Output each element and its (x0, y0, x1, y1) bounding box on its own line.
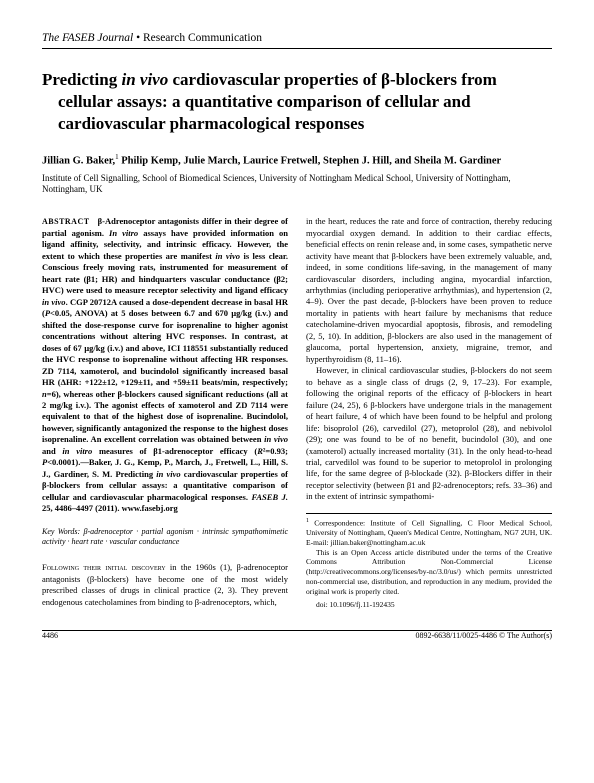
affiliation: Institute of Cell Signalling, School of … (42, 173, 552, 196)
body-p2: However, in clinical cardiovascular stud… (306, 365, 552, 503)
section-type: Research Communication (143, 32, 262, 44)
article-title: Predicting in vivo cardiovascular proper… (42, 69, 552, 135)
page-number: 4486 (42, 631, 58, 640)
keywords-label: Key Words: (42, 527, 80, 536)
issn-copyright: 0892-6638/11/0025-4486 © The Author(s) (415, 631, 552, 640)
separator: • (136, 32, 140, 44)
left-column: ABSTRACT β-Adrenoceptor antagonists diff… (42, 216, 288, 610)
abstract-label: ABSTRACT (42, 217, 90, 226)
abstract-block: ABSTRACT β-Adrenoceptor antagonists diff… (42, 216, 288, 515)
footnote-block: 1 Correspondence: Institute of Cell Sign… (306, 513, 552, 610)
intro-paragraph: Following their initial discovery in the… (42, 562, 288, 608)
correspondence: 1 Correspondence: Institute of Cell Sign… (306, 518, 552, 548)
page-footer: 4486 0892-6638/11/0025-4486 © The Author… (42, 630, 552, 640)
license-text: This is an Open Access article distribut… (306, 548, 552, 597)
journal-name: The FASEB Journal (42, 32, 133, 44)
keywords: Key Words: β-adrenoceptor · partial agon… (42, 527, 288, 549)
doi: doi: 10.1096/fj.11-192435 (306, 600, 552, 610)
body-p1: in the heart, reduces the rate and force… (306, 216, 552, 365)
right-column: in the heart, reduces the rate and force… (306, 216, 552, 610)
journal-header: The FASEB Journal • Research Communicati… (42, 32, 552, 49)
author-list: Jillian G. Baker,1 Philip Kemp, Julie Ma… (42, 153, 552, 167)
two-column-layout: ABSTRACT β-Adrenoceptor antagonists diff… (42, 216, 552, 610)
abstract-text: β-Adrenoceptor antagonists differ in the… (42, 216, 288, 513)
